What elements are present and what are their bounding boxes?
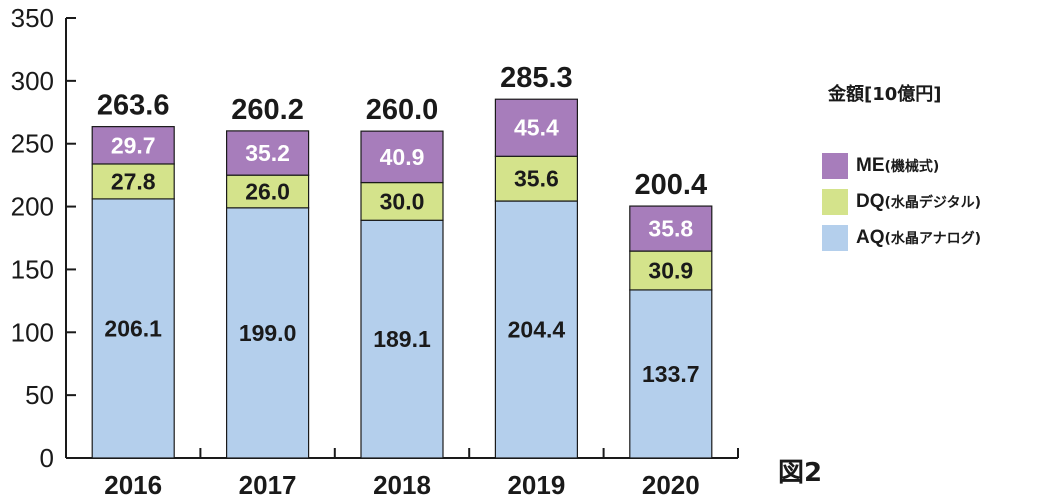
y-tick-label: 250 — [11, 129, 54, 159]
total-label: 263.6 — [97, 90, 170, 122]
data-label-dq: 26.0 — [245, 178, 290, 204]
bar-segment-aq — [91, 198, 175, 459]
bar-segment-aq — [360, 219, 444, 459]
bar-segment-dq — [629, 250, 713, 291]
data-label-aq: 189.1 — [373, 326, 431, 352]
data-label-aq: 204.4 — [508, 317, 566, 343]
data-label-aq: 133.7 — [642, 361, 700, 387]
data-label-me: 29.7 — [111, 132, 156, 158]
legend: 金額[10億円] ME (機械式) DQ (水晶デジタル) AQ (水晶アナログ… — [822, 80, 1048, 256]
legend-note-me: (機械式) — [884, 159, 940, 175]
total-label: 200.4 — [635, 169, 708, 201]
bar-segment-dq — [494, 155, 578, 202]
bar-segment-dq — [360, 181, 444, 221]
y-tick-label: 50 — [25, 380, 54, 410]
x-tick-label: 2016 — [104, 470, 162, 498]
legend-name-dq: DQ — [856, 191, 885, 212]
y-tick-label: 350 — [11, 3, 54, 33]
bar-segment-dq — [226, 174, 310, 209]
bars: 206.1 27.8 29.7 263.6 199.0 26.0 35.2 260.2 189.… — [91, 62, 713, 459]
bar-segment-me — [226, 130, 310, 176]
data-label-aq: 206.1 — [104, 315, 162, 341]
y-tick-label: 150 — [11, 254, 54, 284]
legend-item-dq: DQ (水晶デジタル) — [822, 184, 1048, 220]
legend-name-me: ME — [856, 155, 885, 176]
data-label-dq: 27.8 — [111, 168, 156, 194]
x-tick-label: 2019 — [507, 470, 565, 498]
y-tick-label: 200 — [11, 192, 54, 222]
y-tick-label: 0 — [40, 443, 54, 473]
data-label-dq: 30.9 — [648, 257, 693, 283]
total-label: 285.3 — [500, 62, 573, 94]
data-label-me: 40.9 — [380, 144, 425, 170]
data-label-dq: 30.0 — [380, 188, 425, 214]
legend-name-aq: AQ — [856, 227, 885, 248]
bar-segment-aq — [226, 207, 310, 459]
data-label-aq: 199.0 — [239, 320, 297, 346]
y-tick-label: 100 — [11, 317, 54, 347]
bar-segment-me — [494, 98, 578, 157]
legend-item-aq: AQ (水晶アナログ) — [822, 220, 1048, 256]
data-label-me: 35.8 — [648, 216, 693, 242]
y-tick-label: 300 — [11, 66, 54, 96]
axes: 0 50 100 150 200 250 300 350 2016 2017 2018 2019 202… — [11, 3, 739, 498]
bar-segment-aq — [629, 289, 713, 459]
legend-swatch-aq — [822, 225, 848, 251]
bar-segment-me — [91, 126, 175, 165]
legend-item-me: ME (機械式) — [822, 148, 1048, 184]
x-tick-label: 2017 — [239, 470, 297, 498]
total-label: 260.2 — [231, 94, 304, 126]
legend-note-aq: (水晶アナログ) — [884, 231, 982, 247]
x-tick-label: 2018 — [373, 470, 431, 498]
data-label-dq: 35.6 — [514, 166, 559, 192]
legend-swatch-dq — [822, 189, 848, 215]
bar-segment-me — [629, 205, 713, 252]
x-tick-label: 2020 — [642, 470, 700, 498]
legend-swatch-me — [822, 153, 848, 179]
total-label: 260.0 — [366, 94, 439, 126]
legend-note-dq: (水晶デジタル) — [884, 195, 982, 211]
unit-label: 金額[10億円] — [828, 84, 942, 105]
bar-segment-me — [360, 130, 444, 184]
data-label-me: 45.4 — [514, 115, 559, 141]
data-label-me: 35.2 — [245, 140, 290, 166]
figure-label: 図2 — [778, 458, 823, 488]
